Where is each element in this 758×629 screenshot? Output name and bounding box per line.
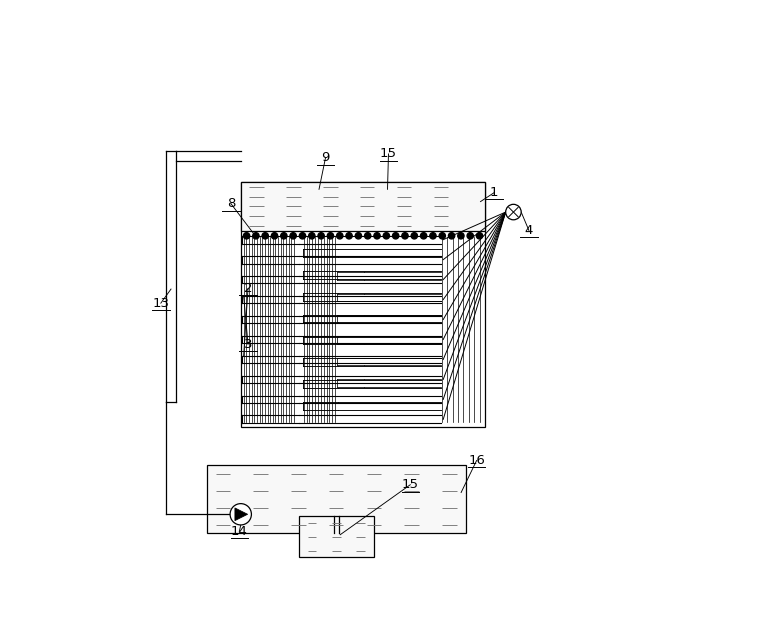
Bar	[299, 516, 374, 557]
Text: 13: 13	[152, 297, 169, 309]
Circle shape	[439, 233, 446, 239]
Text: 9: 9	[321, 152, 330, 164]
Text: 16: 16	[468, 454, 485, 467]
Circle shape	[421, 233, 427, 239]
Text: 1: 1	[490, 186, 498, 199]
Text: 3: 3	[244, 338, 252, 351]
Circle shape	[449, 233, 455, 239]
Circle shape	[393, 233, 399, 239]
Circle shape	[506, 204, 522, 220]
Circle shape	[402, 233, 408, 239]
Circle shape	[458, 233, 464, 239]
Circle shape	[290, 233, 296, 239]
Circle shape	[374, 233, 381, 239]
Text: 15: 15	[380, 147, 397, 160]
Circle shape	[384, 233, 390, 239]
Circle shape	[411, 233, 418, 239]
Bar	[241, 182, 485, 426]
Circle shape	[365, 233, 371, 239]
Circle shape	[271, 233, 277, 239]
Circle shape	[262, 233, 268, 239]
Text: 15: 15	[402, 478, 418, 491]
Polygon shape	[235, 508, 248, 521]
Text: 8: 8	[227, 198, 235, 210]
Bar	[241, 182, 485, 231]
Text: 4: 4	[525, 224, 533, 237]
Circle shape	[252, 233, 259, 239]
Circle shape	[280, 233, 287, 239]
Circle shape	[430, 233, 436, 239]
Circle shape	[327, 233, 334, 239]
Circle shape	[309, 233, 315, 239]
Text: 14: 14	[231, 525, 248, 538]
Circle shape	[476, 233, 483, 239]
Circle shape	[356, 233, 362, 239]
Circle shape	[318, 233, 324, 239]
Bar	[207, 465, 466, 533]
Circle shape	[337, 233, 343, 239]
Circle shape	[467, 233, 473, 239]
Circle shape	[230, 504, 252, 525]
Text: 2: 2	[244, 282, 252, 295]
Circle shape	[346, 233, 352, 239]
Circle shape	[243, 233, 249, 239]
Circle shape	[299, 233, 305, 239]
